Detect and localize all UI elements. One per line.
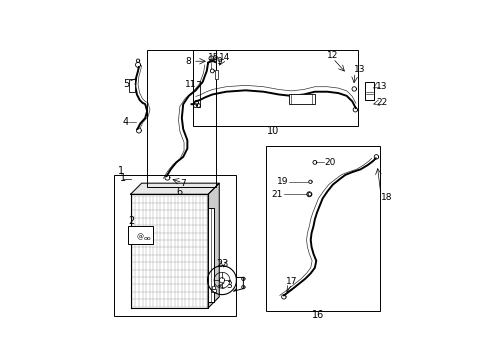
- Text: 12: 12: [327, 51, 339, 60]
- Text: 20: 20: [324, 158, 336, 167]
- Text: 3: 3: [226, 281, 232, 290]
- Bar: [366, 82, 374, 100]
- Text: oo: oo: [144, 236, 151, 241]
- Text: 5: 5: [122, 79, 129, 89]
- Text: 19: 19: [277, 177, 289, 186]
- Bar: [114, 175, 236, 316]
- Text: 7: 7: [180, 179, 186, 188]
- Polygon shape: [208, 183, 219, 308]
- Bar: [147, 50, 217, 187]
- Text: 13: 13: [376, 82, 388, 91]
- Bar: [128, 226, 153, 244]
- Bar: [215, 69, 218, 79]
- Text: 6: 6: [176, 186, 182, 197]
- Text: @: @: [137, 234, 144, 240]
- Text: 8: 8: [186, 57, 192, 66]
- Text: 2: 2: [128, 216, 134, 226]
- Text: 18: 18: [381, 193, 392, 202]
- Bar: [289, 94, 315, 104]
- Text: 15: 15: [208, 53, 220, 62]
- Bar: [212, 286, 216, 288]
- Text: 17: 17: [286, 277, 298, 286]
- Text: 4: 4: [123, 117, 129, 127]
- Text: 16: 16: [312, 310, 324, 320]
- Bar: [211, 289, 216, 292]
- Text: 22: 22: [376, 98, 387, 107]
- Text: 11: 11: [185, 80, 196, 89]
- Text: 23: 23: [216, 259, 228, 269]
- Bar: [193, 50, 358, 126]
- Text: 9: 9: [217, 57, 222, 66]
- Text: 21: 21: [271, 190, 283, 199]
- Polygon shape: [130, 183, 219, 194]
- Bar: [208, 208, 214, 302]
- Text: 10: 10: [267, 126, 279, 135]
- Bar: [129, 79, 135, 92]
- Text: 14: 14: [219, 53, 231, 62]
- Text: 1: 1: [120, 173, 125, 183]
- Bar: [267, 146, 380, 311]
- Text: 13: 13: [354, 65, 365, 74]
- Text: 1: 1: [118, 166, 124, 176]
